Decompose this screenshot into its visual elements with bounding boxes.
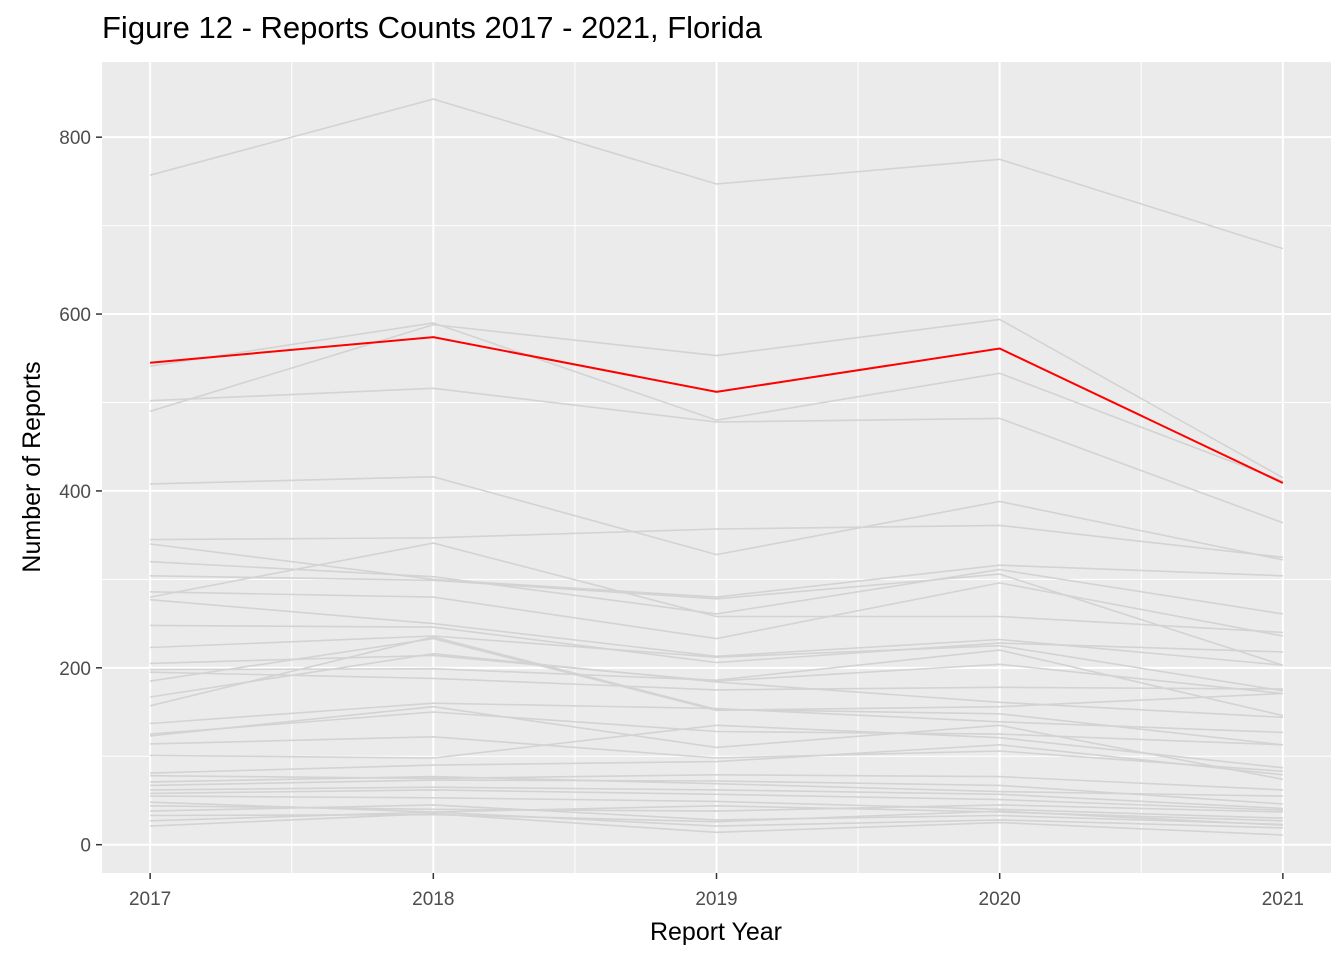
series-line-21	[150, 702, 1283, 734]
series-line-34	[150, 804, 1283, 813]
series-line-38	[150, 812, 1283, 836]
series-line-22	[150, 711, 1283, 746]
series-line-12	[150, 598, 1283, 666]
series-line-6	[150, 524, 1283, 559]
series-line-23	[150, 705, 1284, 781]
x-tick-label: 2019	[695, 889, 737, 910]
series-line-26	[150, 743, 1283, 776]
series-line-3	[149, 318, 1284, 479]
series-line-20	[149, 636, 1283, 746]
x-axis-title: Report Year	[650, 918, 782, 946]
series-line-13	[150, 624, 1283, 664]
series-line-18	[149, 637, 1283, 712]
series-line-2	[149, 322, 1284, 482]
series-line-19	[149, 652, 1283, 719]
series-line-8	[150, 560, 1284, 615]
series-line-31	[150, 789, 1283, 811]
chart-title: Figure 12 - Reports Counts 2017 - 2021, …	[102, 10, 762, 45]
series-line-7	[150, 543, 1283, 598]
series-line-25	[150, 724, 1283, 769]
series-line-29	[150, 779, 1283, 805]
x-tick-label: 2018	[412, 889, 454, 910]
y-axis-title: Number of Reports	[18, 361, 46, 572]
x-tick-label: 2017	[129, 889, 171, 910]
y-tick-label: 200	[59, 659, 91, 680]
y-tick-label: 400	[59, 482, 91, 503]
y-tick-label: 800	[59, 128, 91, 149]
series-line-4	[150, 387, 1284, 524]
series-line-27	[150, 773, 1283, 791]
x-tick-label: 2020	[979, 889, 1021, 910]
series-line-28	[150, 775, 1283, 797]
series-line-15	[150, 654, 1283, 695]
series-lines	[149, 98, 1284, 836]
series-line-9	[150, 573, 1284, 666]
series-line-5	[150, 475, 1284, 561]
series-line-16	[150, 649, 1284, 717]
y-tick-label: 600	[59, 305, 91, 326]
series-line-37	[150, 811, 1283, 829]
axes: 0 200 400 600 800 2017 2018 2019 2020 2021	[59, 128, 1304, 910]
series-line-14	[150, 635, 1284, 692]
series-line-11	[149, 542, 1283, 634]
series-line-30	[150, 786, 1283, 810]
y-tick-label: 0	[80, 836, 91, 857]
highlight-series	[150, 336, 1284, 484]
series-line-35	[150, 804, 1283, 826]
series-line-1	[149, 98, 1284, 250]
highlight-series-line	[150, 336, 1284, 484]
x-tick-label: 2021	[1262, 889, 1304, 910]
series-line-10	[150, 582, 1284, 640]
series-line-32	[150, 795, 1283, 819]
series-line-17	[150, 671, 1283, 691]
series-line-24	[150, 735, 1283, 773]
